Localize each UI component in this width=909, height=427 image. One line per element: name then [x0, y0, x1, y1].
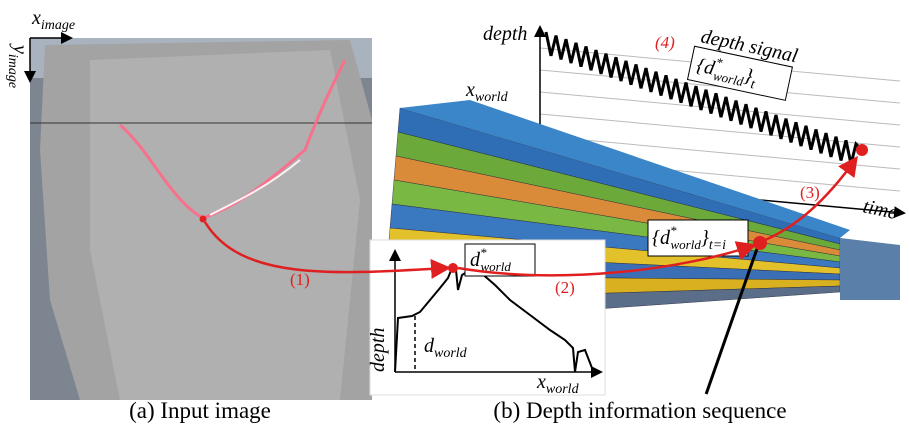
base: x [31, 7, 41, 29]
inset-point [448, 263, 458, 273]
time-label: time [861, 195, 899, 224]
step-2: (2) [555, 278, 575, 297]
outer-sub: t=i [709, 238, 726, 253]
signal-point [856, 144, 868, 156]
depth-axis-label: depth [483, 23, 527, 45]
base: x [536, 371, 546, 393]
sub: image [5, 54, 20, 88]
sup: * [480, 245, 487, 260]
step-4: (4) [655, 33, 675, 52]
surface-side [840, 238, 900, 300]
caption-a: (a) Input image [129, 398, 271, 423]
input-photo [30, 38, 372, 400]
surface-point [753, 236, 767, 250]
sup: * [670, 223, 677, 238]
sub: world [475, 90, 509, 105]
sub: world [434, 346, 468, 361]
close: } [701, 227, 709, 249]
x-image-label: ximage [31, 7, 75, 33]
figure: ximage yimage depth xworld time (4) dept… [0, 0, 909, 427]
caption-b: (b) Depth information sequence [493, 398, 786, 423]
base: y [9, 43, 31, 54]
open: { [652, 227, 660, 249]
step-3: (3) [800, 183, 820, 202]
y-image-label: yimage [5, 43, 31, 88]
sub: world [671, 237, 702, 252]
inset-y-label: depth [367, 328, 389, 372]
sub: world [546, 382, 580, 397]
sub: image [41, 18, 75, 33]
base: x [465, 79, 475, 101]
step-1: (1) [290, 270, 310, 289]
